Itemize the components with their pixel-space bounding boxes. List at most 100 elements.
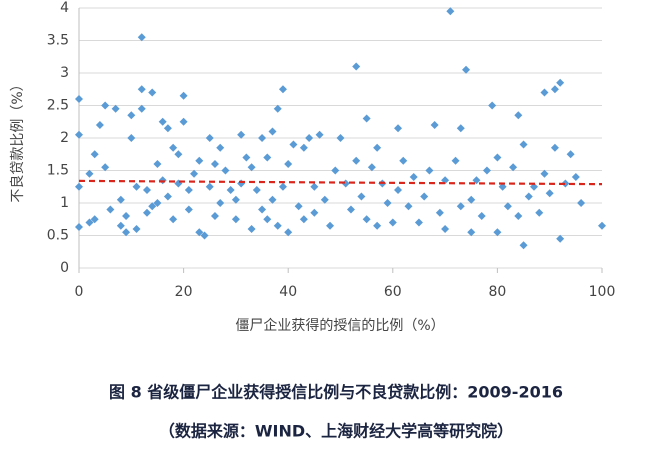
y-tick-label: 1 xyxy=(60,195,69,211)
point xyxy=(132,225,141,233)
y-tick-label: 0 xyxy=(60,260,69,276)
point xyxy=(310,208,319,217)
point xyxy=(571,173,580,181)
point xyxy=(158,176,167,185)
trend-line xyxy=(78,179,603,186)
point xyxy=(190,169,199,178)
point xyxy=(310,182,319,191)
point xyxy=(519,241,528,250)
point xyxy=(472,176,481,185)
point xyxy=(247,163,256,172)
point xyxy=(122,212,131,220)
point xyxy=(252,186,261,194)
point xyxy=(242,153,251,162)
point xyxy=(509,163,518,172)
point xyxy=(85,218,94,227)
point xyxy=(148,202,157,211)
x-tick-label: 0 xyxy=(75,284,84,300)
point xyxy=(258,205,267,214)
point xyxy=(488,101,497,110)
y-tick-label: 1.5 xyxy=(47,163,69,179)
point xyxy=(404,202,413,211)
point xyxy=(179,91,188,100)
point xyxy=(467,228,476,237)
point xyxy=(142,186,151,194)
point xyxy=(268,195,277,204)
point xyxy=(75,223,83,232)
y-tick-label: 0.5 xyxy=(47,228,69,244)
x-tick-label: 20 xyxy=(175,284,193,300)
point xyxy=(127,134,136,142)
source: （数据来源：WIND、上海财经大学高等研究院） xyxy=(159,422,513,441)
point xyxy=(435,208,444,217)
point xyxy=(116,221,125,230)
point xyxy=(326,221,335,230)
point xyxy=(550,143,559,152)
point xyxy=(294,202,303,211)
point xyxy=(231,195,240,204)
point xyxy=(263,215,272,224)
point xyxy=(273,221,282,230)
point xyxy=(540,169,549,178)
point xyxy=(388,218,397,227)
point xyxy=(493,153,502,162)
point xyxy=(467,195,476,204)
point xyxy=(420,192,429,201)
point xyxy=(216,143,225,152)
point xyxy=(503,202,512,211)
point xyxy=(132,182,141,191)
point xyxy=(106,205,115,214)
point xyxy=(456,124,465,133)
point xyxy=(237,179,246,188)
point xyxy=(352,62,361,71)
x-tick-label: 80 xyxy=(488,284,506,300)
point xyxy=(477,212,486,220)
point xyxy=(216,199,225,207)
point xyxy=(205,182,214,191)
point xyxy=(273,104,282,113)
point xyxy=(184,186,193,194)
point xyxy=(289,140,298,149)
point xyxy=(540,88,549,97)
point xyxy=(195,156,204,165)
point xyxy=(278,182,287,191)
point xyxy=(346,205,355,214)
x-axis-label: 僵尸企业获得的授信的比例（%） xyxy=(235,317,444,334)
point xyxy=(163,124,172,133)
point xyxy=(90,150,99,159)
point xyxy=(90,215,99,224)
point xyxy=(566,150,575,159)
point xyxy=(174,150,183,159)
point xyxy=(383,199,392,207)
point xyxy=(545,189,554,198)
point xyxy=(373,143,382,152)
point xyxy=(85,169,94,178)
point xyxy=(210,160,219,168)
point xyxy=(111,104,120,113)
point xyxy=(519,140,528,149)
point xyxy=(153,199,162,207)
point xyxy=(315,130,324,139)
point xyxy=(278,85,287,94)
point xyxy=(362,215,371,224)
point xyxy=(409,173,418,181)
point xyxy=(210,212,219,220)
point xyxy=(425,166,434,175)
point xyxy=(101,163,110,172)
point xyxy=(331,166,340,175)
point xyxy=(169,143,178,152)
point xyxy=(137,104,146,113)
point xyxy=(226,186,235,194)
point xyxy=(263,153,272,162)
y-tick-label: 2.5 xyxy=(47,98,69,114)
point xyxy=(561,179,570,188)
y-tick-label: 3.5 xyxy=(47,33,69,49)
point xyxy=(158,117,167,126)
point xyxy=(247,225,256,233)
point xyxy=(184,205,193,214)
point xyxy=(195,228,204,237)
point xyxy=(441,225,450,233)
point xyxy=(299,215,308,224)
point xyxy=(268,127,277,136)
point xyxy=(456,202,465,211)
